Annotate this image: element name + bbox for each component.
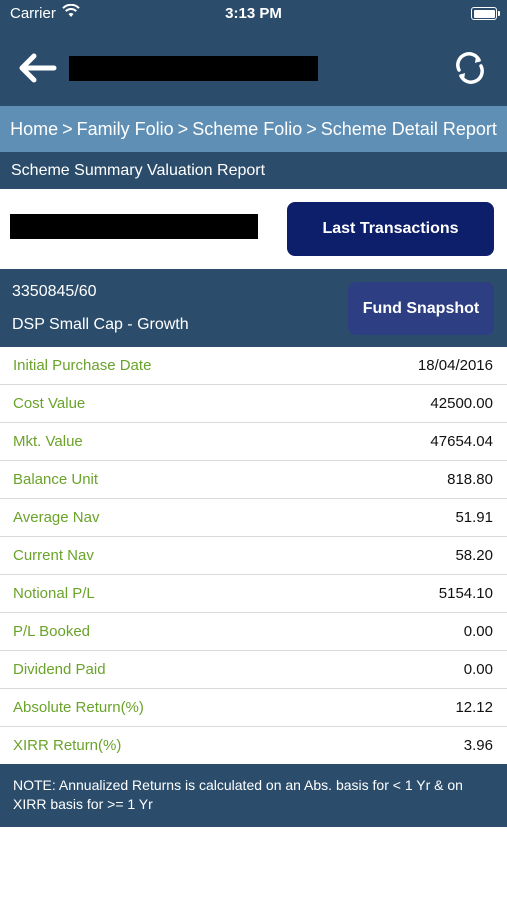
scheme-name: DSP Small Cap - Growth [12, 316, 189, 333]
detail-row-xirr-return: XIRR Return(%) 3.96 [0, 727, 507, 765]
detail-label: Mkt. Value [13, 433, 83, 450]
detail-label: P/L Booked [13, 623, 90, 640]
refresh-button[interactable] [450, 48, 490, 88]
breadcrumb-separator: > [306, 119, 317, 139]
redacted-investor-name [10, 214, 258, 239]
detail-value: 12.12 [455, 699, 493, 716]
last-transactions-button[interactable]: Last Transactions [287, 202, 494, 256]
breadcrumb-family-folio[interactable]: Family Folio [76, 119, 174, 139]
detail-row-current-nav: Current Nav 58.20 [0, 537, 507, 575]
fund-snapshot-button[interactable]: Fund Snapshot [348, 282, 494, 335]
detail-row-cost-value: Cost Value 42500.00 [0, 385, 507, 423]
detail-label: XIRR Return(%) [13, 737, 122, 754]
section-title: Scheme Summary Valuation Report [0, 152, 507, 189]
folio-number: 3350845/60 [12, 283, 97, 300]
detail-row-notional-pl: Notional P/L 5154.10 [0, 575, 507, 613]
detail-label: Average Nav [13, 509, 100, 526]
breadcrumb-separator: > [177, 119, 189, 139]
breadcrumb-scheme-detail-report: Scheme Detail Report [320, 119, 497, 139]
detail-value: 18/04/2016 [417, 357, 493, 374]
breadcrumb-home[interactable]: Home [10, 119, 59, 139]
status-bar: Carrier 3:13 PM [0, 0, 507, 28]
detail-label: Current Nav [13, 547, 94, 564]
refresh-icon [456, 52, 484, 84]
wifi-icon [62, 4, 80, 17]
detail-row-initial-purchase-date: Initial Purchase Date 18/04/2016 [0, 347, 507, 385]
detail-label: Absolute Return(%) [13, 699, 144, 716]
battery-icon [471, 7, 500, 20]
detail-value: 818.80 [447, 471, 493, 488]
detail-label: Dividend Paid [13, 661, 106, 678]
detail-value: 0.00 [463, 623, 493, 640]
detail-value: 51.91 [455, 509, 493, 526]
scheme-header: 3350845/60 DSP Small Cap - Growth Fund S… [0, 269, 507, 347]
valuation-details-list: Initial Purchase Date 18/04/2016 Cost Va… [0, 347, 507, 765]
clock: 3:13 PM [225, 5, 282, 22]
detail-row-average-nav: Average Nav 51.91 [0, 499, 507, 537]
nav-bar [0, 28, 507, 106]
detail-value: 42500.00 [430, 395, 493, 412]
detail-label: Initial Purchase Date [13, 357, 152, 374]
detail-label: Cost Value [13, 395, 86, 412]
breadcrumb-separator: > [62, 119, 73, 139]
detail-value: 58.20 [455, 547, 493, 564]
redacted-title [69, 56, 318, 81]
back-button[interactable] [14, 48, 58, 88]
detail-row-pl-booked: P/L Booked 0.00 [0, 613, 507, 651]
detail-value: 5154.10 [438, 585, 493, 602]
breadcrumb: Home > Family Folio > Scheme Folio > Scheme De… [0, 106, 507, 152]
detail-value: 47654.04 [430, 433, 493, 450]
detail-value: 0.00 [463, 661, 493, 678]
detail-label: Balance Unit [13, 471, 99, 488]
detail-row-mkt-value: Mkt. Value 47654.04 [0, 423, 507, 461]
detail-row-balance-unit: Balance Unit 818.80 [0, 461, 507, 499]
arrow-left-icon [19, 53, 57, 83]
section-title-text: Scheme Summary Valuation Report [11, 162, 266, 179]
breadcrumb-scheme-folio[interactable]: Scheme Folio [192, 119, 303, 139]
carrier-label: Carrier [10, 5, 56, 22]
detail-row-dividend-paid: Dividend Paid 0.00 [0, 651, 507, 689]
detail-label: Notional P/L [13, 585, 95, 602]
returns-note: NOTE: Annualized Returns is calculated o… [0, 764, 507, 827]
detail-row-absolute-return: Absolute Return(%) 12.12 [0, 689, 507, 727]
detail-value: 3.96 [463, 737, 493, 754]
